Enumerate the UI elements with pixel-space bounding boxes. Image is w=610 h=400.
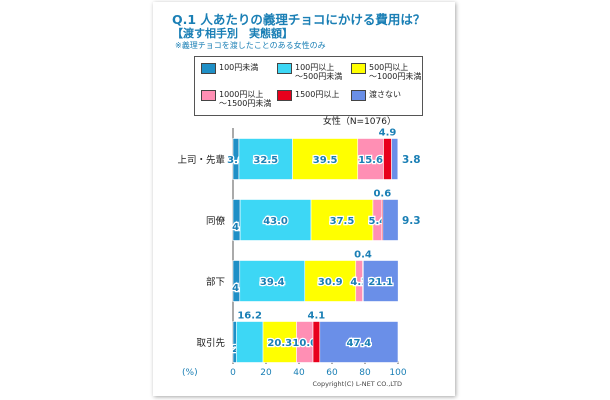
- bar-segment: [292, 138, 359, 180]
- data-label: 0.6: [373, 189, 391, 200]
- data-label: 0.4: [354, 250, 372, 261]
- bar-segment: [382, 199, 399, 241]
- data-label: 4.1: [308, 311, 326, 322]
- bar-segment: [236, 321, 264, 363]
- data-label: 39.5: [313, 155, 338, 166]
- bar-segment: [310, 199, 374, 241]
- data-label: 4.9: [379, 128, 397, 139]
- data-label: 39.4: [260, 277, 285, 288]
- legend-swatch: [277, 63, 292, 74]
- data-label: 32.5: [253, 155, 278, 166]
- legend-item-500-1000: 500円以上 ～1000円未満: [351, 63, 421, 81]
- legend-item-1000-1500: 1000円以上 ～1500円未満: [201, 90, 271, 108]
- x-tick-label: 40: [293, 368, 305, 378]
- bar-segment: [363, 260, 399, 302]
- x-axis-label: (%): [182, 368, 198, 378]
- data-label: 30.9: [318, 277, 343, 288]
- bar-segment: [357, 138, 384, 180]
- x-tick-label: 0: [230, 368, 236, 378]
- chart-note: ※義理チョコを渡したことのある女性のみ: [175, 41, 326, 50]
- data-label: 37.5: [330, 216, 355, 227]
- legend-swatch: [351, 63, 366, 74]
- data-label: 20.3: [267, 338, 292, 349]
- copyright-text: Copyright(C) L-NET CO.,LTD: [312, 380, 402, 388]
- bar-segment: [232, 321, 237, 363]
- legend-item-not-give: 渡さない: [351, 90, 401, 101]
- data-label: 16.2: [237, 311, 262, 322]
- legend-item-100-500: 100円以上 ～500円未満: [277, 63, 342, 81]
- legend-swatch: [351, 90, 366, 101]
- bar-segment: [232, 199, 241, 241]
- data-label: 21.1: [368, 277, 393, 288]
- legend-label: 100円未満: [219, 63, 259, 72]
- bar-segment: [238, 138, 293, 180]
- x-tick-label: 80: [359, 368, 371, 378]
- data-label: 10.0: [292, 338, 317, 349]
- bar-segment: [383, 138, 392, 180]
- legend-label: 1500円以上: [295, 90, 340, 99]
- legend-label: 100円以上 ～500円未満: [295, 63, 343, 81]
- bar-segment: [262, 321, 297, 363]
- legend-swatch: [277, 90, 292, 101]
- x-tick-label: 60: [326, 368, 338, 378]
- category-label: 部下: [206, 276, 225, 288]
- legend-label: 1000円以上 ～1500円未満: [219, 90, 272, 108]
- legend-label: 500円以上 ～1000円未満: [369, 63, 422, 81]
- sample-size-annotation: 女性（N=1076）: [323, 115, 396, 127]
- legend-item-under-100: 100円未満: [201, 63, 258, 74]
- bar-segment: [232, 260, 241, 302]
- data-label: 43.0: [263, 216, 288, 227]
- data-label: 15.6: [358, 155, 383, 166]
- bar-segment: [312, 321, 321, 363]
- data-label: 47.4: [347, 338, 372, 349]
- legend-swatch: [201, 63, 216, 74]
- legend: 100円未満 100円以上 ～500円未満 500円以上 ～1000円未満 10…: [194, 56, 423, 116]
- bar-segment: [239, 199, 312, 241]
- legend-label: 渡さない: [369, 90, 401, 99]
- legend-swatch: [201, 90, 216, 101]
- chart-subtitle: 【渡す相手別 実態額】: [172, 27, 293, 40]
- x-tick-label: 100: [389, 368, 406, 378]
- bar-segment: [391, 138, 399, 180]
- category-label: 取引先: [196, 337, 225, 349]
- data-label: 3.8: [402, 154, 421, 166]
- category-label: 同僚: [206, 215, 226, 227]
- legend-item-over-1500: 1500円以上: [277, 90, 339, 101]
- category-label: 上司・先輩: [177, 154, 225, 166]
- chart-title: Q.1 人あたりの義理チョコにかける費用は？: [172, 12, 426, 27]
- bar-segment: [319, 321, 399, 363]
- data-label: 9.3: [402, 215, 421, 227]
- x-tick-label: 20: [260, 368, 272, 378]
